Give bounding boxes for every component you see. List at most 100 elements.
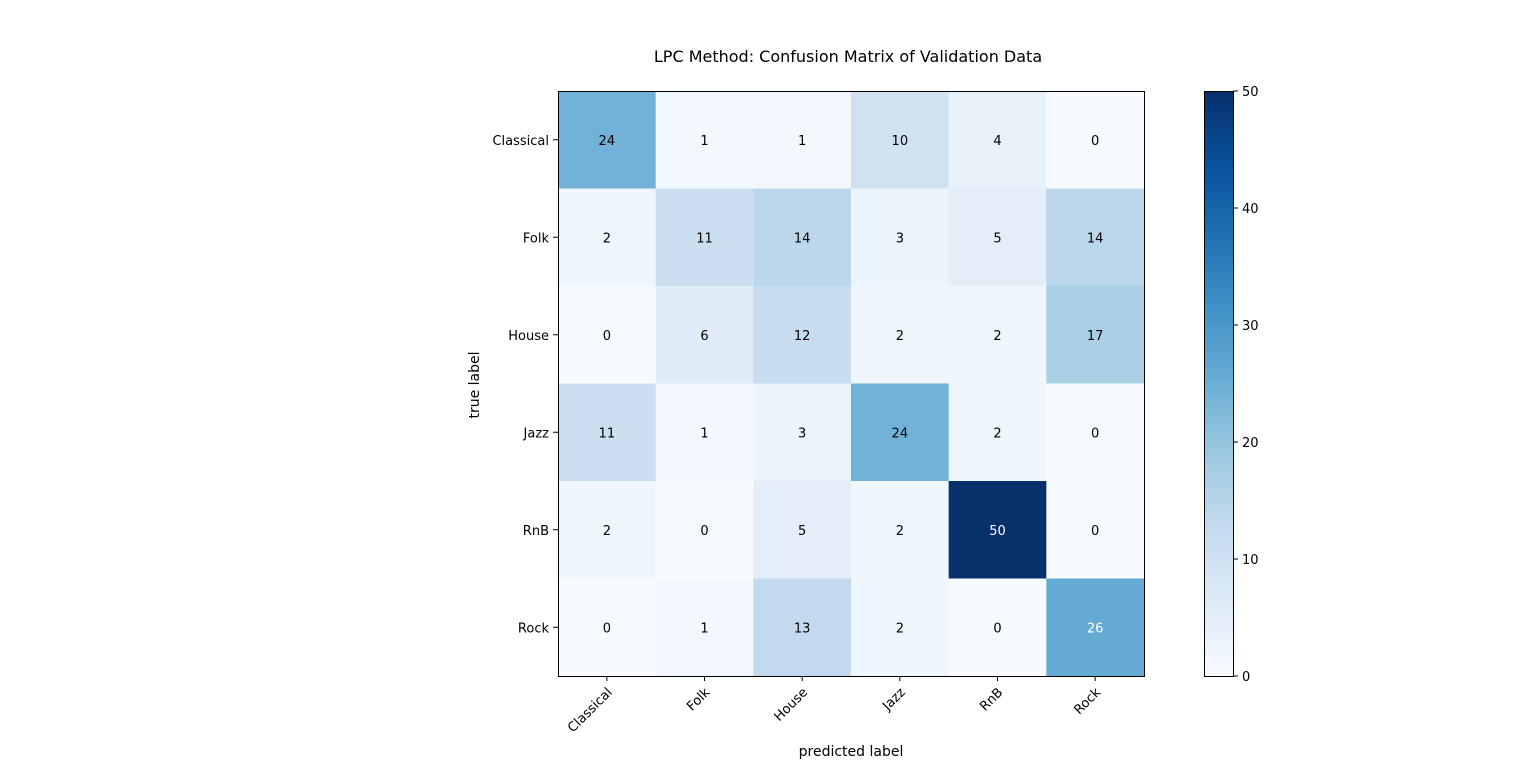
heatmap-cell	[948, 91, 1047, 189]
cell-value-label: 1	[700, 621, 708, 636]
heatmap-cell	[753, 188, 852, 287]
chart-title: LPC Method: Confusion Matrix of Validati…	[654, 47, 1042, 66]
heatmap-cell	[948, 481, 1047, 579]
y-axis-ticks: Classical Folk House Jazz RnB Rock	[492, 134, 558, 636]
heatmap-cell	[1046, 383, 1145, 482]
heatmap-cell	[851, 91, 950, 189]
y-tick-label: RnB	[523, 524, 549, 539]
x-tick-label: Rock	[1071, 685, 1104, 718]
cell-value-label: 24	[892, 426, 909, 441]
heatmap-cell	[655, 91, 754, 189]
heatmap-cell	[655, 383, 754, 482]
cell-value-label: 2	[603, 524, 611, 539]
heatmap-cell	[851, 578, 950, 677]
cell-value-label: 3	[798, 426, 806, 441]
colorbar-tick-label: 20	[1242, 436, 1259, 451]
cell-value-label: 2	[603, 231, 611, 246]
heatmap-cell	[655, 578, 754, 677]
x-tick-label: Classical	[565, 685, 616, 736]
heatmap-cell	[1046, 578, 1145, 677]
heatmap-cell	[558, 91, 657, 189]
heatmap-cell	[558, 481, 657, 579]
cell-value-label: 2	[896, 329, 904, 344]
heatmap-cell	[1046, 286, 1145, 384]
heatmap-cell	[948, 383, 1047, 482]
x-tick-label: House	[772, 685, 811, 724]
heatmap-cell	[558, 188, 657, 287]
x-axis-ticks: Classical Folk House Jazz RnB Rock	[565, 676, 1104, 736]
cell-value-label: 17	[1087, 329, 1104, 344]
y-tick-label: House	[508, 329, 549, 344]
cell-value-label: 0	[1091, 524, 1099, 539]
colorbar	[1204, 91, 1234, 677]
plot-frame	[558, 91, 1145, 677]
cell-value-label: 14	[1087, 231, 1104, 246]
x-tick-label: Folk	[684, 685, 713, 714]
heatmap-cell	[851, 188, 950, 287]
cell-value-label: 6	[700, 329, 708, 344]
heatmap-cell	[948, 578, 1047, 677]
cell-value-label: 1	[700, 426, 708, 441]
cell-value-label: 4	[993, 134, 1001, 149]
cell-value-label: 2	[896, 524, 904, 539]
cell-value-label: 11	[696, 231, 713, 246]
y-tick-label: Jazz	[523, 426, 550, 441]
cell-value-label: 0	[603, 329, 611, 344]
cell-value-label: 13	[794, 621, 811, 636]
heatmap-cell	[655, 188, 754, 287]
heatmap-cells	[558, 91, 1145, 677]
colorbar-tick-label: 50	[1242, 85, 1259, 100]
colorbar-tick-label: 0	[1242, 670, 1250, 685]
cell-value-label: 2	[993, 426, 1001, 441]
cell-value-label: 0	[1091, 426, 1099, 441]
cell-value-label: 5	[993, 231, 1001, 246]
cell-value-label: 1	[700, 134, 708, 149]
cell-value-label: 50	[989, 524, 1006, 539]
cell-value-label: 12	[794, 329, 811, 344]
heatmap-cell	[1046, 91, 1145, 189]
cell-value-label: 0	[993, 621, 1001, 636]
heatmap-cell	[558, 383, 657, 482]
heatmap-cell	[948, 286, 1047, 384]
cell-value-label: 26	[1087, 621, 1104, 636]
cell-value-label: 1	[798, 134, 806, 149]
heatmap-cell	[753, 578, 852, 677]
cell-value-label: 5	[798, 524, 806, 539]
heatmap-cell	[655, 286, 754, 384]
cell-value-label: 0	[1091, 134, 1099, 149]
colorbar-tick-label: 10	[1242, 553, 1259, 568]
cell-value-label: 2	[896, 621, 904, 636]
heatmap-cell	[1046, 188, 1145, 287]
heatmap-cell	[948, 188, 1047, 287]
heatmap-cell	[851, 286, 950, 384]
y-tick-label: Classical	[492, 134, 549, 149]
colorbar-ticks: 0 10 20 30 40 50	[1233, 85, 1259, 685]
cell-value-label: 10	[892, 134, 909, 149]
heatmap-cell	[851, 481, 950, 579]
cell-value-label: 2	[993, 329, 1001, 344]
heatmap-cell	[753, 481, 852, 579]
y-axis-label: true label	[467, 351, 483, 418]
cell-value-label: 3	[896, 231, 904, 246]
cell-value-label: 14	[794, 231, 811, 246]
colorbar-tick-label: 30	[1242, 319, 1259, 334]
cell-value-label: 24	[599, 134, 616, 149]
heatmap-cell	[753, 91, 852, 189]
heatmap-cell	[753, 286, 852, 384]
x-axis-label: predicted label	[799, 744, 904, 760]
heatmap-cell	[753, 383, 852, 482]
heatmap-cell	[558, 286, 657, 384]
cell-value-label: 11	[599, 426, 616, 441]
x-tick-label: RnB	[977, 685, 1006, 714]
y-tick-label: Rock	[518, 621, 550, 636]
colorbar-tick-label: 40	[1242, 202, 1259, 217]
cell-value-label: 0	[700, 524, 708, 539]
cell-value-label: 0	[603, 621, 611, 636]
heatmap-cell	[1046, 481, 1145, 579]
y-tick-label: Folk	[523, 231, 550, 246]
heatmap-cell	[655, 481, 754, 579]
x-tick-label: Jazz	[879, 685, 908, 714]
heatmap-cell	[558, 578, 657, 677]
